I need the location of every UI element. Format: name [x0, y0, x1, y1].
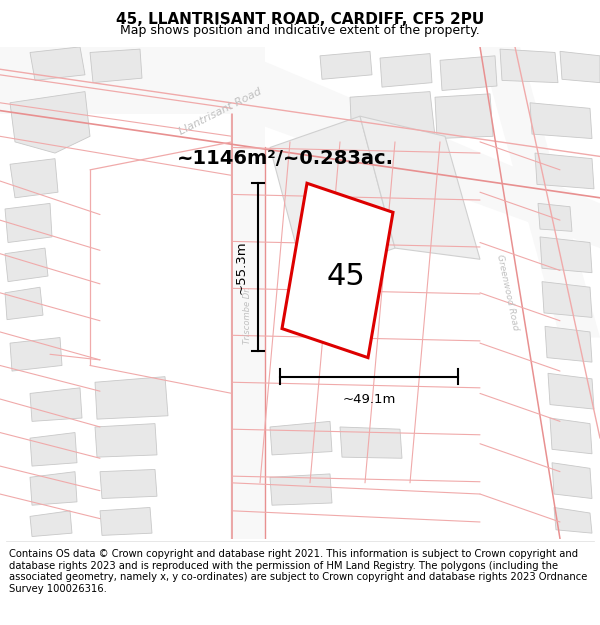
Text: Contains OS data © Crown copyright and database right 2021. This information is : Contains OS data © Crown copyright and d… — [9, 549, 587, 594]
Polygon shape — [95, 424, 157, 457]
Polygon shape — [5, 248, 48, 282]
Polygon shape — [282, 183, 393, 358]
Polygon shape — [545, 326, 592, 362]
Polygon shape — [560, 51, 600, 82]
Polygon shape — [30, 472, 77, 505]
Polygon shape — [360, 116, 480, 259]
Polygon shape — [30, 47, 85, 81]
Polygon shape — [548, 373, 594, 409]
Polygon shape — [270, 421, 332, 455]
Text: Map shows position and indicative extent of the property.: Map shows position and indicative extent… — [120, 24, 480, 36]
Text: 45: 45 — [326, 261, 365, 291]
Polygon shape — [550, 418, 592, 454]
Polygon shape — [340, 427, 402, 458]
Text: Greenwood Road: Greenwood Road — [496, 254, 520, 332]
Polygon shape — [380, 54, 432, 87]
Polygon shape — [10, 159, 58, 198]
Polygon shape — [480, 47, 600, 338]
Polygon shape — [500, 49, 558, 82]
Polygon shape — [538, 203, 572, 231]
Polygon shape — [0, 47, 600, 248]
Text: 45, LLANTRISANT ROAD, CARDIFF, CF5 2PU: 45, LLANTRISANT ROAD, CARDIFF, CF5 2PU — [116, 12, 484, 27]
Polygon shape — [100, 508, 152, 536]
Polygon shape — [435, 94, 493, 139]
Polygon shape — [95, 377, 168, 419]
Polygon shape — [10, 338, 62, 371]
Text: Triscombe Dr.: Triscombe Dr. — [244, 286, 253, 344]
Polygon shape — [350, 92, 435, 142]
Polygon shape — [5, 203, 52, 242]
Polygon shape — [10, 92, 90, 153]
Polygon shape — [530, 102, 592, 139]
Polygon shape — [30, 511, 72, 536]
Polygon shape — [5, 288, 43, 319]
Polygon shape — [552, 462, 592, 499]
Polygon shape — [270, 116, 395, 279]
Polygon shape — [100, 469, 157, 499]
Polygon shape — [440, 56, 497, 91]
Text: Llantrisant Road: Llantrisant Road — [177, 86, 263, 137]
Polygon shape — [542, 282, 592, 318]
Polygon shape — [90, 49, 142, 82]
Polygon shape — [30, 388, 82, 421]
Text: ~1146m²/~0.283ac.: ~1146m²/~0.283ac. — [176, 149, 394, 168]
Polygon shape — [535, 153, 594, 189]
Text: ~49.1m: ~49.1m — [343, 393, 395, 406]
Polygon shape — [30, 432, 77, 466]
Text: ~55.3m: ~55.3m — [235, 240, 248, 294]
Polygon shape — [540, 237, 592, 272]
Polygon shape — [230, 47, 265, 539]
Polygon shape — [554, 508, 592, 533]
Polygon shape — [320, 51, 372, 79]
Polygon shape — [270, 474, 332, 505]
